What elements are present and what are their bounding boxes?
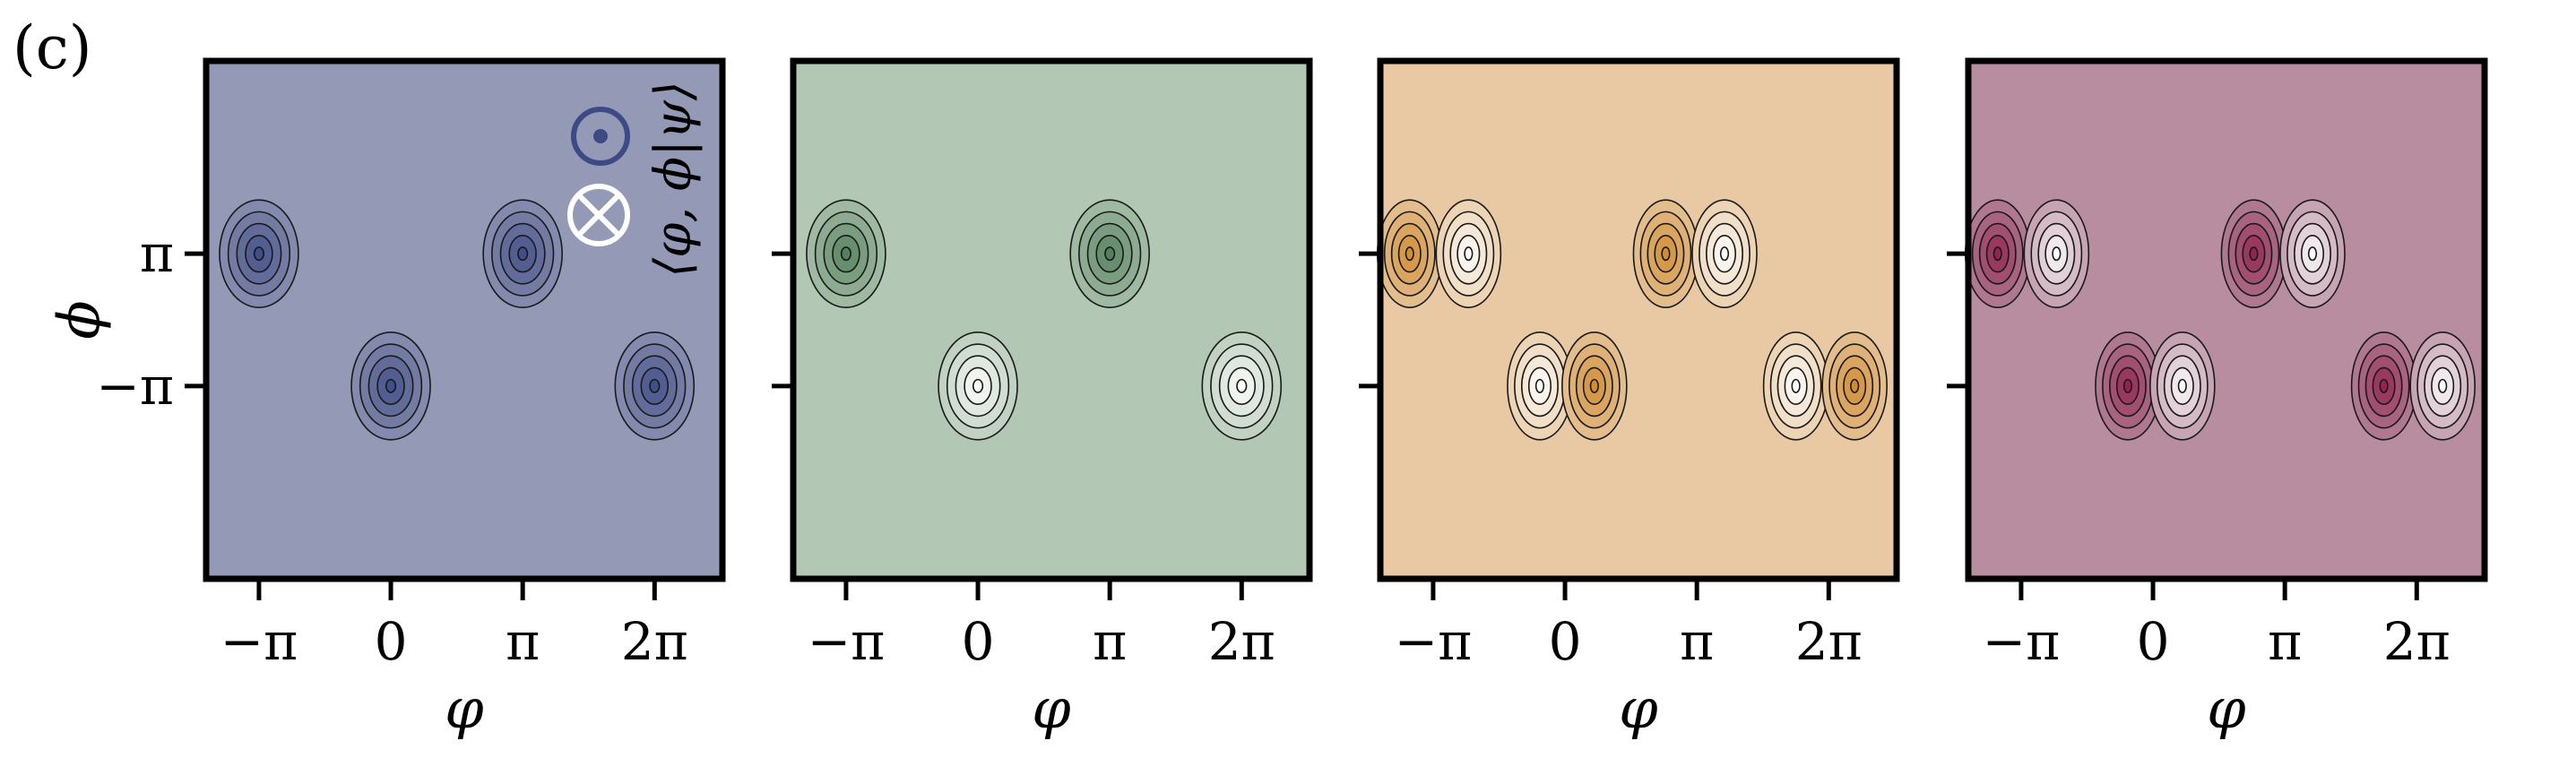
contour-lobe [1435,199,1502,308]
panel-frame [203,57,726,582]
x-tick-label: 2π [1208,611,1275,672]
contour-level [1791,378,1801,393]
contour-lobe [482,199,563,308]
x-tick-label: −π [808,611,886,672]
contour-level [1589,378,1599,393]
x-tick-label: π [506,611,540,672]
contour-level [2379,378,2389,393]
legend-label: ⟨φ, ϕ|ψ⟩ [644,81,703,277]
contour-lobe [1561,332,1628,441]
panel-3: −π 0 π 2π φ [1359,57,1900,741]
y-tick-label: π [140,223,174,284]
contour-lobe [1821,332,1888,441]
x-tick-label: 2π [2383,611,2451,672]
panel-background [1380,61,1897,579]
panel-frame [1965,57,2488,582]
x-tick-label: 2π [621,611,688,672]
x-tick-label: 0 [2137,611,2170,672]
contour-level [2307,246,2318,262]
contour-lobe [614,332,696,441]
x-tick-label: 2π [1795,611,1863,672]
y-axis-label: ϕ [47,300,113,340]
panel-4: −π 0 π 2π φ [1947,57,2488,741]
panel-frame [790,57,1313,582]
contour-lobe [806,199,886,308]
panel-background [793,61,1310,579]
contour-level [253,246,265,262]
contour-lobe [1964,199,2031,308]
x-tick-label: 0 [1549,611,1582,672]
x-tick-label: 0 [375,611,408,672]
contour-level [840,246,852,262]
contour-level [1464,246,1474,262]
x-tick-label: 0 [962,611,995,672]
contour-lobe [1069,199,1150,308]
x-axis-label: φ [445,676,484,741]
contour-lobe [1376,199,1443,308]
contour-level [1534,378,1545,393]
x-tick-label: π [1680,611,1714,672]
contour-level [2438,378,2448,393]
contour-level [1661,246,1671,262]
contour-level [1850,378,1860,393]
x-tick-label: −π [1395,611,1473,672]
contour-lobe [1691,199,1758,308]
x-axis-label: φ [1619,676,1658,741]
contour-level [2249,246,2259,262]
contour-level [972,378,984,393]
contour-lobe [2095,332,2161,441]
contour-level [517,246,529,262]
contour-lobe [350,332,431,441]
contour-level [2177,378,2187,393]
contour-level [1236,378,1248,393]
contour-lobe [1762,332,1829,441]
contour-level [2052,246,2062,262]
contour-level [1719,246,1730,262]
contour-lobe [219,199,299,308]
contour-lobe [1201,332,1283,441]
contour-lobe [2023,199,2090,308]
contour-lobe [1632,199,1699,308]
legend: ⟨φ, ϕ|ψ⟩ [567,81,703,278]
x-axis-label: φ [1032,676,1071,741]
panel-background [1968,61,2485,579]
figure-label: (c) [13,13,91,82]
x-tick-label: −π [220,611,298,672]
x-tick-label: π [2268,611,2302,672]
contour-lobe [2409,332,2476,441]
contour-lobe [2220,199,2287,308]
contour-lobe [1507,332,1573,441]
panel-background [206,61,722,579]
contour-level [1405,246,1414,262]
x-axis-label: φ [2207,676,2246,741]
x-tick-label: −π [1983,611,2061,672]
contour-level [649,378,661,393]
contour-lobe [2279,199,2346,308]
panel-frame [1377,57,1900,582]
panel-2: −π 0 π 2π φ [772,57,1313,741]
contour-level [1993,246,2002,262]
x-tick-label: π [1093,611,1127,672]
contour-level [385,378,397,393]
circled-dot-icon [571,107,630,166]
y-tick-label: −π [96,356,174,417]
contour-lobe [2350,332,2417,441]
contour-level [1104,246,1116,262]
contour-lobe [938,332,1018,441]
contour-level [2122,378,2133,393]
circled-cross-icon [567,184,630,246]
contour-lobe [2149,332,2216,441]
